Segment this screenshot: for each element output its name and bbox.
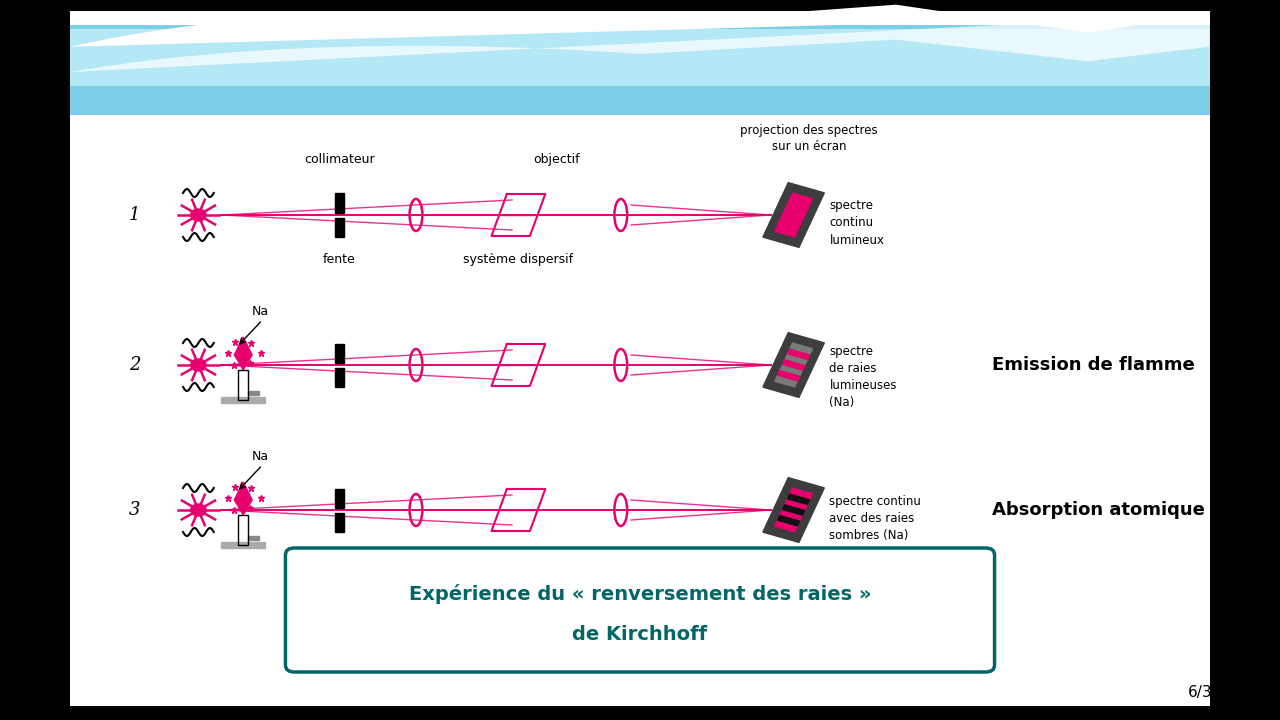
Polygon shape	[763, 333, 824, 397]
Ellipse shape	[191, 359, 206, 371]
Text: spectre continu
avec des raies
sombres (Na): spectre continu avec des raies sombres (…	[829, 495, 922, 541]
Polygon shape	[778, 516, 800, 526]
Text: Expérience du « renversement des raies »: Expérience du « renversement des raies »	[408, 583, 872, 603]
Text: 6/34: 6/34	[1188, 685, 1222, 700]
Bar	[335, 513, 343, 531]
Polygon shape	[774, 193, 813, 237]
FancyBboxPatch shape	[285, 548, 995, 672]
Text: fente: fente	[323, 253, 356, 266]
Polygon shape	[774, 343, 813, 387]
Bar	[238, 370, 248, 400]
Bar	[248, 536, 259, 540]
Text: Absorption atomique: Absorption atomique	[992, 501, 1204, 519]
Polygon shape	[234, 482, 252, 515]
Polygon shape	[234, 337, 252, 370]
Text: 1: 1	[129, 206, 140, 224]
Bar	[335, 343, 343, 362]
Bar	[335, 194, 343, 212]
Bar	[238, 515, 248, 545]
Bar	[221, 542, 265, 548]
Bar	[248, 391, 259, 395]
Polygon shape	[763, 477, 824, 542]
Text: objectif: objectif	[534, 153, 580, 166]
Text: spectre
de raies
lumineuses
(Na): spectre de raies lumineuses (Na)	[829, 345, 897, 409]
Polygon shape	[787, 349, 809, 359]
Bar	[238, 370, 248, 400]
Ellipse shape	[191, 504, 206, 516]
Polygon shape	[778, 371, 800, 381]
Bar	[221, 397, 265, 403]
Bar	[335, 217, 343, 236]
Polygon shape	[763, 183, 824, 248]
Text: Emission de flamme: Emission de flamme	[992, 356, 1194, 374]
Text: 2: 2	[129, 356, 140, 374]
Text: projection des spectres
sur un écran: projection des spectres sur un écran	[740, 124, 878, 153]
Text: 3: 3	[129, 501, 140, 519]
Text: I- Effet de la température sur un élément :: I- Effet de la température sur un élémen…	[224, 37, 1056, 73]
Polygon shape	[787, 494, 809, 505]
Polygon shape	[782, 360, 805, 370]
Ellipse shape	[191, 209, 206, 221]
Text: système dispersif: système dispersif	[463, 253, 573, 266]
Bar	[335, 488, 343, 508]
Text: de Kirchhoff: de Kirchhoff	[572, 625, 708, 644]
Polygon shape	[782, 505, 805, 515]
Text: collimateur: collimateur	[303, 153, 375, 166]
Text: Na: Na	[252, 305, 269, 318]
Text: spectre
continu
lumineux: spectre continu lumineux	[829, 199, 884, 246]
Text: Na: Na	[252, 450, 269, 463]
Bar	[238, 515, 248, 545]
Polygon shape	[774, 488, 813, 532]
Bar	[335, 367, 343, 387]
